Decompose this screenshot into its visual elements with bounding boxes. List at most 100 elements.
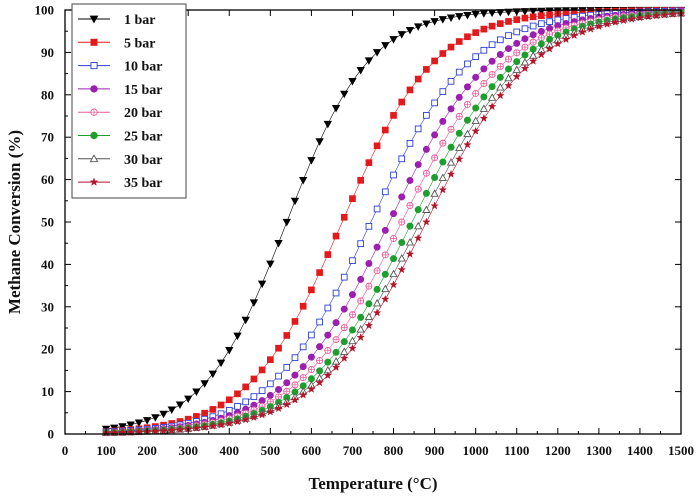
data-point xyxy=(643,12,653,21)
data-point xyxy=(357,240,365,247)
data-point xyxy=(431,173,439,181)
data-point xyxy=(422,205,431,213)
data-point xyxy=(390,210,398,218)
data-point xyxy=(472,104,480,112)
data-point xyxy=(307,366,315,374)
data-point xyxy=(529,38,537,46)
data-point xyxy=(480,46,488,54)
x-tick-label: 500 xyxy=(261,443,281,458)
series-line xyxy=(106,13,682,434)
legend-item: 30 bar xyxy=(78,153,163,168)
data-point xyxy=(372,298,382,307)
data-point xyxy=(520,64,530,73)
data-point xyxy=(283,364,291,371)
series-line xyxy=(106,11,682,433)
data-point xyxy=(291,381,299,389)
data-point xyxy=(446,14,456,22)
data-point xyxy=(455,93,463,101)
data-point xyxy=(505,65,513,73)
data-point xyxy=(266,380,274,388)
x-tick-label: 300 xyxy=(178,443,198,458)
data-point xyxy=(242,398,250,406)
data-point xyxy=(529,22,537,30)
x-tick-label: 700 xyxy=(343,443,363,458)
data-point xyxy=(290,395,300,404)
data-point xyxy=(364,321,374,330)
data-point xyxy=(487,102,497,111)
data-point xyxy=(192,388,201,397)
data-point xyxy=(308,286,315,294)
data-point xyxy=(398,238,406,246)
x-tick-label: 1100 xyxy=(504,443,529,458)
data-point xyxy=(323,120,332,129)
data-point xyxy=(348,291,356,299)
data-point xyxy=(463,116,471,124)
data-point xyxy=(627,14,636,23)
data-point xyxy=(538,12,545,20)
data-point xyxy=(308,331,315,339)
data-point xyxy=(406,140,414,147)
data-point xyxy=(496,36,504,44)
data-point xyxy=(340,90,349,99)
data-point xyxy=(423,112,430,119)
data-point xyxy=(331,104,341,113)
data-point xyxy=(496,83,505,91)
data-point xyxy=(505,18,512,25)
data-point xyxy=(340,347,349,355)
data-point xyxy=(414,23,423,31)
y-tick-label: 50 xyxy=(41,215,54,230)
data-point xyxy=(372,49,382,57)
x-tick-label: 800 xyxy=(384,443,404,458)
data-point xyxy=(291,371,299,379)
data-point xyxy=(340,338,348,346)
data-point xyxy=(455,68,463,76)
data-point xyxy=(455,38,463,45)
data-point xyxy=(200,380,209,388)
legend-label: 25 bar xyxy=(124,130,163,145)
data-point xyxy=(389,280,398,289)
data-point xyxy=(275,385,283,393)
legend-item: 35 bar xyxy=(78,176,163,191)
y-axis-label: Methane Conversion (%) xyxy=(5,130,24,314)
data-point xyxy=(258,387,266,394)
x-tick-label: 1300 xyxy=(586,443,612,458)
data-point xyxy=(546,24,554,32)
data-point xyxy=(315,138,324,146)
data-point xyxy=(422,169,430,177)
data-point xyxy=(118,423,127,431)
x-tick-label: 1200 xyxy=(545,443,571,458)
data-point xyxy=(340,213,348,221)
data-point xyxy=(365,260,373,268)
data-point xyxy=(414,206,422,214)
data-point xyxy=(381,284,390,293)
series-1-bar xyxy=(101,6,686,434)
data-point xyxy=(299,374,307,382)
data-point xyxy=(257,280,267,289)
data-point xyxy=(225,396,233,404)
data-point xyxy=(151,426,160,435)
data-point xyxy=(446,158,456,166)
legend-item: 15 bar xyxy=(78,83,163,98)
data-point xyxy=(225,418,234,428)
data-point xyxy=(201,409,208,417)
data-point xyxy=(159,410,168,419)
data-point xyxy=(513,39,521,47)
data-point xyxy=(389,36,398,44)
x-tick-label: 1400 xyxy=(627,443,653,458)
legend: 1 bar 5 bar 10 bar 15 bar 20 bar 25 bar 30 bar… xyxy=(71,3,187,199)
data-point xyxy=(611,17,620,26)
data-point xyxy=(439,139,447,147)
legend-item: 25 bar xyxy=(78,130,163,145)
data-point xyxy=(422,217,431,226)
ticks-layer: 0 100 200 300 400 500 600 700 800 900 1000 1100 1200… xyxy=(35,3,695,459)
data-point xyxy=(225,346,234,355)
data-point xyxy=(537,34,545,42)
data-point xyxy=(291,318,299,325)
data-point xyxy=(208,421,218,430)
data-point xyxy=(324,251,332,258)
data-point xyxy=(455,13,464,21)
data-point xyxy=(217,401,225,409)
data-point xyxy=(184,395,193,404)
data-point xyxy=(439,117,447,125)
data-point xyxy=(521,14,529,22)
